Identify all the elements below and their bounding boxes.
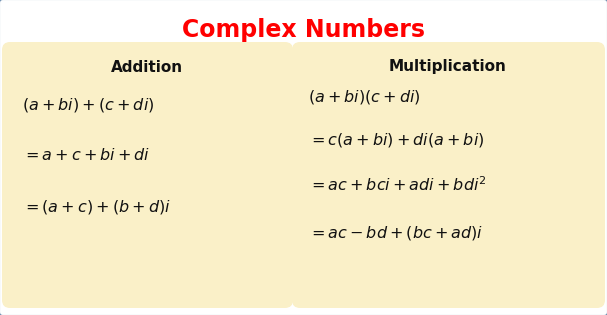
Text: $=\left(a+c\right)+\left(b+d\right)i$: $=\left(a+c\right)+\left(b+d\right)i$ [22, 198, 171, 216]
FancyBboxPatch shape [292, 42, 605, 308]
Text: $=ac+bci+adi+bdi^{2}$: $=ac+bci+adi+bdi^{2}$ [308, 176, 487, 194]
Text: Addition: Addition [111, 60, 183, 75]
Text: $\left(a+bi\right)\left(c+di\right)$: $\left(a+bi\right)\left(c+di\right)$ [308, 88, 421, 106]
Text: $=a+c+bi+di$: $=a+c+bi+di$ [22, 147, 151, 163]
Text: $\left(a+bi\right)+\left(c+di\right)$: $\left(a+bi\right)+\left(c+di\right)$ [22, 96, 154, 114]
FancyBboxPatch shape [2, 42, 293, 308]
Text: $=c\left(a+bi\right)+di\left(a+bi\right)$: $=c\left(a+bi\right)+di\left(a+bi\right)… [308, 131, 484, 149]
Text: Complex Numbers: Complex Numbers [181, 18, 424, 42]
Text: $=ac-bd+\left(bc+ad\right)i$: $=ac-bd+\left(bc+ad\right)i$ [308, 224, 483, 242]
Text: Multiplication: Multiplication [389, 60, 507, 75]
